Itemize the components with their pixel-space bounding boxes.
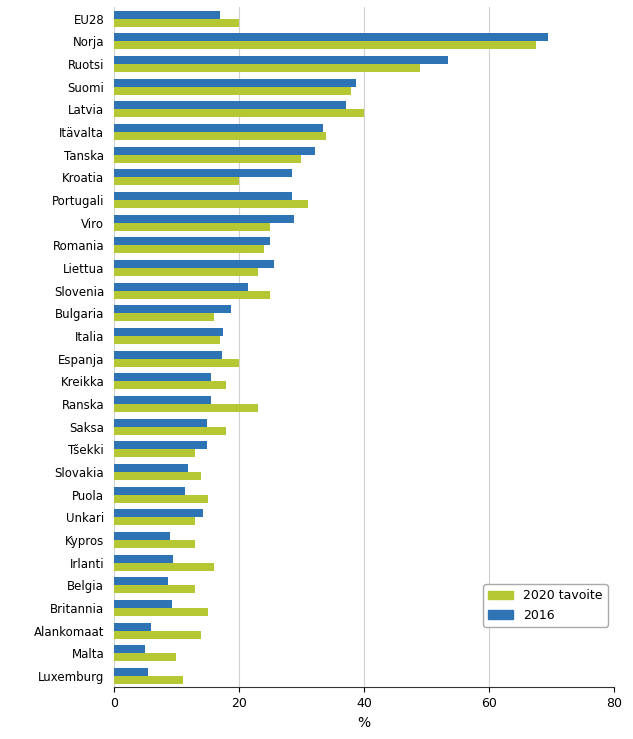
Bar <box>114 109 364 118</box>
Bar <box>114 676 183 684</box>
Bar <box>114 509 203 517</box>
Bar <box>114 555 173 562</box>
Bar <box>114 396 211 404</box>
Bar <box>114 215 294 222</box>
Bar <box>114 517 195 525</box>
Bar <box>114 600 172 608</box>
Bar <box>114 358 239 367</box>
Bar <box>114 630 201 638</box>
Bar <box>114 419 207 426</box>
Bar <box>114 494 208 503</box>
Bar <box>114 449 195 457</box>
Bar <box>114 426 227 435</box>
Bar <box>114 11 220 18</box>
Bar <box>114 124 323 132</box>
Bar <box>114 487 185 494</box>
Bar <box>114 33 548 41</box>
Bar <box>114 464 189 472</box>
Bar <box>114 441 207 449</box>
Bar <box>114 472 201 480</box>
Bar <box>114 192 292 200</box>
Bar <box>114 404 258 412</box>
Bar <box>114 268 258 276</box>
Legend: 2020 tavoite, 2016: 2020 tavoite, 2016 <box>483 585 608 627</box>
Bar <box>114 283 248 290</box>
Bar <box>114 18 239 27</box>
X-axis label: %: % <box>358 715 370 729</box>
Bar <box>114 540 195 548</box>
Bar <box>114 668 147 676</box>
Bar <box>114 328 223 336</box>
Bar <box>114 86 351 95</box>
Bar <box>114 101 346 109</box>
Bar <box>114 177 239 185</box>
Bar <box>114 351 222 358</box>
Bar <box>114 222 270 231</box>
Bar <box>114 562 214 571</box>
Bar <box>114 169 292 177</box>
Bar <box>114 237 270 245</box>
Bar <box>114 132 327 140</box>
Bar <box>114 200 308 208</box>
Bar <box>114 305 232 313</box>
Bar <box>114 577 168 585</box>
Bar <box>114 381 227 389</box>
Bar <box>114 373 211 381</box>
Bar <box>114 260 274 268</box>
Bar <box>114 623 151 630</box>
Bar <box>114 290 270 299</box>
Bar <box>114 532 170 540</box>
Bar <box>114 653 177 661</box>
Bar <box>114 336 220 344</box>
Bar <box>114 608 208 616</box>
Bar <box>114 313 214 321</box>
Bar <box>114 56 448 64</box>
Bar <box>114 79 356 86</box>
Bar <box>114 645 145 653</box>
Bar <box>114 41 536 50</box>
Bar <box>114 245 264 253</box>
Bar <box>114 64 420 72</box>
Bar <box>114 147 315 154</box>
Bar <box>114 154 301 163</box>
Bar <box>114 585 195 593</box>
